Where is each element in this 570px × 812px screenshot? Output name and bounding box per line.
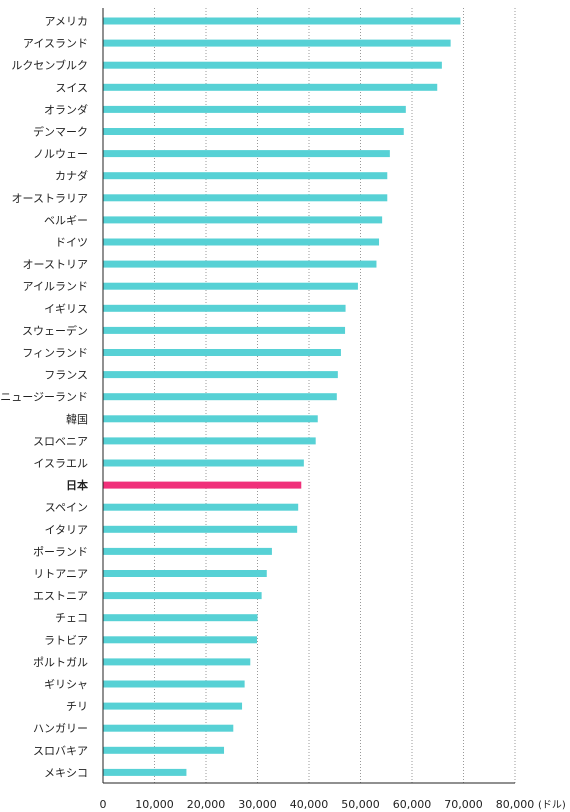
bar	[103, 525, 298, 533]
bar	[103, 768, 187, 776]
category-label: ルクセンブルク	[11, 58, 88, 72]
category-label: リトアニア	[33, 568, 88, 581]
category-label: アイスランド	[23, 37, 88, 50]
bar	[103, 39, 451, 47]
x-tick-label: 30,000	[238, 798, 277, 811]
bar	[103, 172, 388, 180]
bar	[103, 349, 341, 356]
bar	[103, 547, 272, 555]
category-label: スロベニア	[33, 435, 88, 448]
x-tick-label: 70,000	[444, 798, 483, 811]
bar	[103, 658, 251, 666]
bar	[103, 260, 377, 268]
category-label: オーストリア	[23, 258, 88, 271]
bar	[103, 724, 234, 732]
category-label: オーストラリア	[12, 192, 88, 205]
category-label: フィンランド	[22, 347, 88, 360]
bar	[103, 216, 383, 224]
bar	[103, 393, 337, 401]
bar	[103, 304, 346, 312]
category-label: デンマーク	[33, 125, 88, 139]
category-label: 韓国	[66, 413, 88, 426]
bar	[103, 503, 299, 511]
x-axis-unit-label: (ドル)	[538, 800, 566, 811]
category-label: ポーランド	[33, 545, 88, 558]
category-label: メキシコ	[44, 766, 88, 779]
x-tick-label: 20,000	[187, 798, 226, 811]
category-label: チェコ	[55, 612, 88, 625]
category-labels: アメリカアイスランドルクセンブルクスイスオランダデンマークノルウェーカナダオース…	[0, 15, 88, 779]
bar	[103, 570, 267, 577]
bar	[103, 371, 338, 379]
bar	[103, 481, 302, 489]
category-label: アイルランド	[23, 280, 88, 293]
bar	[103, 415, 318, 423]
category-label: オランダ	[44, 102, 88, 116]
category-label: ラトビア	[44, 634, 88, 647]
x-tick-label: 60,000	[393, 798, 432, 811]
bar	[103, 83, 438, 91]
bar	[103, 105, 406, 113]
bar	[103, 680, 245, 688]
category-label: スウェーデン	[22, 323, 88, 337]
category-label: フランス	[44, 369, 88, 382]
category-label: アメリカ	[45, 15, 88, 28]
x-tick-label: 40,000	[290, 798, 329, 811]
bar	[103, 194, 388, 202]
bar	[103, 282, 358, 290]
category-label: イタリア	[44, 523, 88, 536]
x-axis-ticks: 0 10,000 20,000 30,000 40,000 50,000 60,000 70,…	[100, 798, 535, 811]
category-label: スイス	[55, 81, 88, 94]
bar	[103, 326, 346, 334]
category-label: ギリシャ	[44, 678, 88, 691]
category-label: カナダ	[55, 169, 88, 183]
bar	[103, 636, 257, 644]
category-label: イギリス	[44, 302, 88, 315]
category-label: ニュージーランド	[0, 391, 88, 404]
bar	[103, 150, 390, 158]
bar	[103, 592, 262, 600]
x-tick-label: 10,000	[135, 798, 174, 811]
bar	[103, 614, 258, 622]
category-label: 日本	[66, 478, 88, 492]
category-label: ポルトガル	[33, 656, 88, 669]
category-label: チリ	[66, 700, 88, 713]
bars	[103, 17, 461, 776]
category-label: スペイン	[45, 501, 88, 514]
category-label: イスラエル	[33, 457, 88, 470]
bar	[103, 128, 404, 135]
bar	[103, 17, 461, 25]
category-label: エストニア	[33, 590, 88, 603]
x-tick-label: 80,000	[496, 798, 535, 811]
category-label: ハンガリー	[33, 722, 88, 735]
bar	[103, 702, 243, 710]
x-tick-label: 50,000	[341, 798, 380, 811]
bar	[103, 61, 442, 69]
category-label: スロバキア	[33, 744, 88, 757]
bar	[103, 238, 380, 246]
bar	[103, 746, 225, 754]
bar	[103, 437, 316, 445]
bar	[103, 459, 304, 467]
category-label: ドイツ	[55, 236, 88, 249]
category-label: ベルギー	[44, 214, 88, 227]
category-label: ノルウェー	[33, 148, 88, 161]
x-tick-label: 0	[100, 798, 107, 811]
